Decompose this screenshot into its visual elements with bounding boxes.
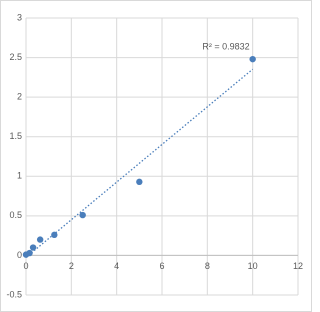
point [26, 249, 33, 257]
x-tick-label: 10 [248, 261, 258, 271]
point [29, 244, 37, 251]
x-tick-label: 6 [159, 261, 164, 271]
y-tick-label: 2 [17, 92, 22, 102]
trendline-label: R² = 0.9832 [202, 42, 249, 52]
point [51, 231, 58, 239]
point [136, 178, 143, 186]
y-tick-label: 0.5 [9, 210, 22, 220]
chart: -0.5 0 0.5 1 1.5 2 2.5 3 0 2 4 6 8 10 12 R² = 0.9832 [0, 0, 312, 312]
y-tick-label: 3 [17, 12, 22, 22]
point [249, 55, 256, 63]
point [36, 236, 44, 243]
y-tick-label: 2.5 [9, 52, 22, 62]
y-tick-label: 1 [17, 171, 22, 181]
chart-border [0, 0, 312, 312]
x-tick-label: 2 [69, 261, 74, 271]
y-tick-label: 1.5 [9, 131, 22, 141]
x-tick-label: 8 [205, 261, 210, 271]
point [79, 211, 86, 219]
y-tick-label: -0.5 [6, 289, 22, 299]
trendline [25, 68, 254, 258]
x-tick-label: 0 [23, 261, 28, 271]
y-tick-label: 0 [17, 250, 22, 260]
x-tick-label: 4 [114, 261, 119, 271]
x-tick-label: 12 [293, 261, 303, 271]
